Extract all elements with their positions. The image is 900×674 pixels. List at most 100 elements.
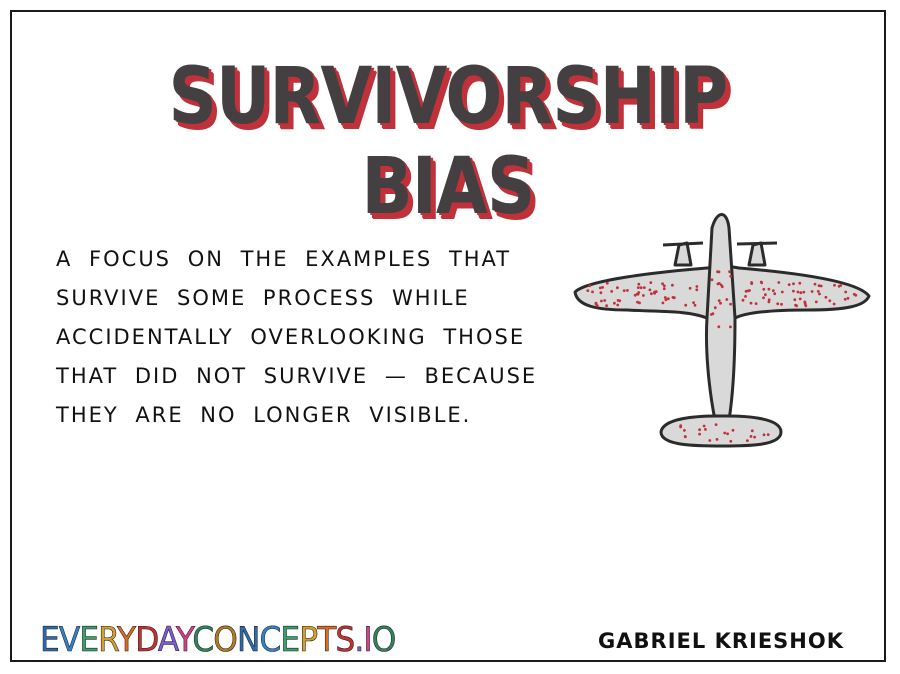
bullet-hole	[638, 301, 641, 305]
bullet-hole	[605, 281, 609, 285]
bullet-hole	[639, 286, 643, 290]
bullet-hole	[616, 303, 620, 307]
bullet-hole	[833, 283, 836, 287]
brand-letter: O	[213, 620, 238, 661]
definition-line: ACCIDENTALLY OVERLOOKING THOSE	[56, 325, 526, 349]
definition-line: A FOCUS ON THE EXAMPLES THAT	[56, 247, 512, 271]
bullet-hole	[688, 286, 692, 290]
bullet-hole	[749, 301, 753, 305]
bullet-hole	[642, 286, 646, 289]
bullet-hole	[626, 289, 629, 292]
bullet-hole	[717, 299, 721, 302]
bullet-hole	[759, 280, 763, 284]
brand-letter: E	[280, 620, 300, 661]
definition-line: THAT DID NOT SURVIVE — BECAUSE	[56, 364, 538, 388]
bullet-hole	[683, 435, 687, 438]
bullet-hole	[802, 290, 806, 294]
bullet-hole	[793, 298, 797, 302]
bullet-hole	[787, 283, 791, 286]
bullet-hole	[662, 287, 666, 291]
bullet-hole	[666, 297, 670, 301]
definition-line: THEY ARE NO LONGER VISIBLE.	[56, 403, 472, 427]
brand-letter: D	[135, 620, 159, 661]
bullet-hole	[746, 439, 749, 442]
bullet-hole	[798, 297, 802, 301]
bullet-hole	[741, 298, 745, 302]
bullet-hole	[804, 304, 808, 308]
bullet-hole	[695, 285, 699, 288]
bullet-hole	[749, 435, 753, 438]
bullet-hole	[719, 301, 722, 305]
concept-card: SURVIVORSHIP BIAS A FOCUS ON THE EXAMPLE…	[10, 10, 886, 662]
bullet-hole	[810, 290, 814, 293]
bullet-hole	[729, 302, 732, 306]
bullet-hole	[777, 281, 781, 284]
author-name: GABRIEL KRIESHOK	[598, 629, 844, 653]
bullet-hole	[603, 299, 607, 302]
definition-text: A FOCUS ON THE EXAMPLES THAT SURVIVE SOM…	[56, 240, 576, 435]
bullet-hole	[729, 325, 732, 329]
bullet-hole	[661, 301, 665, 305]
bullet-hole	[717, 325, 721, 329]
bullet-hole	[792, 289, 795, 293]
bullet-hole	[698, 432, 701, 436]
bullet-hole	[671, 296, 675, 299]
bullet-hole	[616, 299, 620, 302]
bullet-hole	[795, 304, 798, 308]
bullet-hole	[846, 296, 850, 300]
bullet-hole	[767, 287, 771, 291]
bullet-hole	[780, 302, 783, 306]
bullet-hole	[702, 424, 706, 428]
brand-letter: S	[335, 620, 355, 661]
bullet-hole	[803, 302, 807, 306]
bullet-hole	[648, 288, 652, 292]
bullet-hole	[792, 282, 795, 286]
brand-logo: EVERYDAYCONCEPTS.IO	[40, 620, 397, 661]
bullet-hole	[723, 431, 727, 435]
bullet-hole	[816, 290, 820, 293]
brand-letter: V	[58, 620, 81, 661]
bullet-hole	[767, 300, 771, 304]
bullet-hole	[844, 290, 848, 294]
bullet-hole	[798, 281, 802, 285]
bullet-hole	[837, 284, 841, 288]
brand-letter: C	[259, 620, 281, 661]
bullet-hole	[764, 293, 767, 297]
bullet-hole	[599, 291, 603, 295]
bullet-hole	[616, 286, 619, 290]
bullet-hole	[605, 304, 608, 308]
bullet-hole	[695, 288, 699, 292]
bullet-hole	[813, 282, 817, 286]
bullet-hole	[762, 433, 766, 437]
bullet-hole	[698, 428, 701, 432]
bullet-hole	[693, 303, 697, 307]
bullet-hole	[843, 297, 847, 301]
bullet-hole	[692, 301, 695, 304]
bullet-hole	[832, 302, 836, 306]
bullet-hole	[776, 302, 780, 306]
bullet-hole	[649, 281, 653, 284]
bullet-hole	[713, 306, 717, 310]
bullet-hole	[771, 289, 775, 292]
bullet-hole	[725, 298, 729, 301]
bullet-hole	[601, 286, 604, 289]
bullet-hole	[679, 424, 683, 428]
bullet-hole	[744, 289, 748, 293]
bullet-hole	[637, 291, 641, 294]
bullet-hole	[750, 429, 754, 433]
bullet-hole	[610, 290, 614, 293]
definition-line: SURVIVE SOME PROCESS WHILE	[56, 286, 470, 310]
bullet-hole	[729, 274, 733, 278]
bullet-hole	[653, 291, 656, 295]
bullet-hole	[684, 303, 688, 307]
bullet-hole	[708, 439, 712, 442]
bullet-hole	[595, 304, 599, 308]
brand-letter: .	[354, 620, 364, 661]
bullet-hole	[762, 287, 766, 291]
bullet-hole	[814, 300, 818, 304]
bullet-hole	[731, 428, 735, 432]
bullet-hole	[750, 282, 754, 285]
bullet-hole	[729, 439, 733, 443]
bullet-hole	[704, 428, 707, 431]
bullet-hole	[754, 302, 758, 305]
